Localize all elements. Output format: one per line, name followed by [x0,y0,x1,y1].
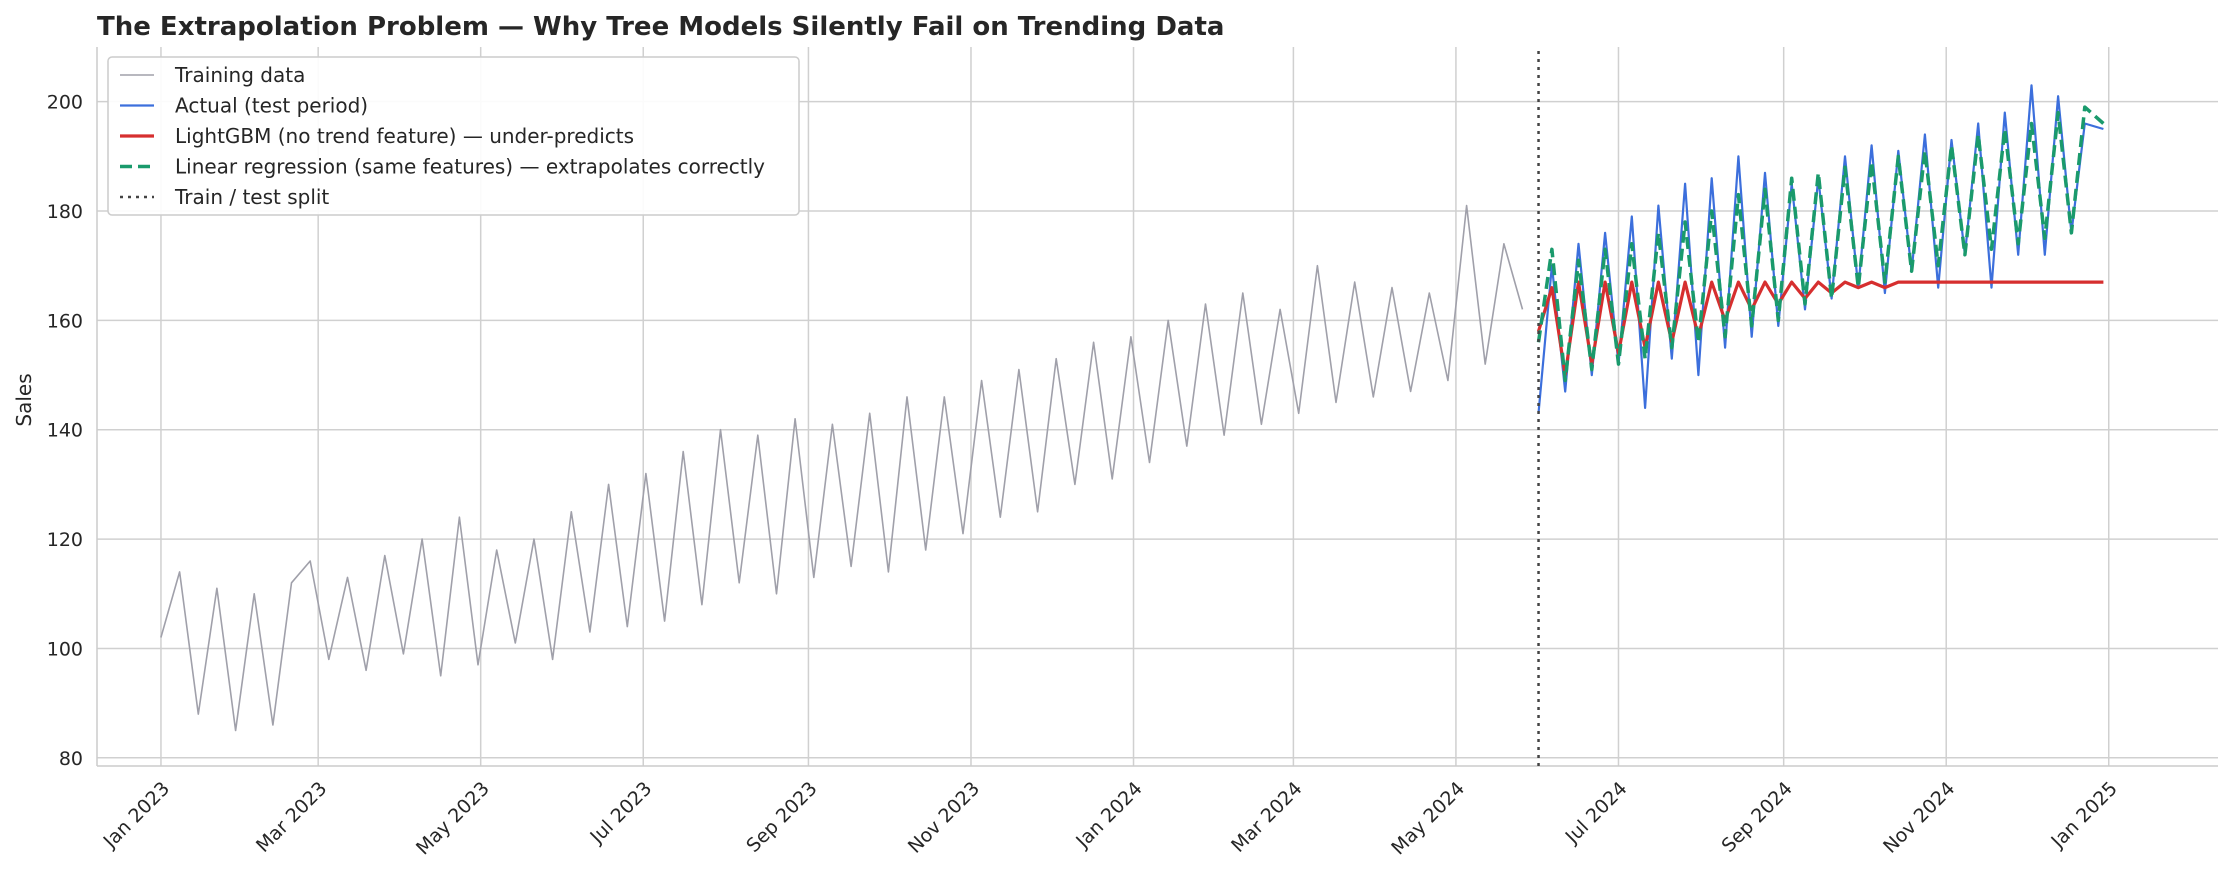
y-tick-label: 120 [47,529,83,551]
series-line-0 [160,204,1524,732]
y-tick-label: 140 [47,420,83,442]
legend-box [107,56,800,216]
legend-label: Training data [174,63,305,87]
legend: Training data Actual (test period) LightGB… [107,56,800,216]
legend-label: LightGBM (no trend feature) — under-pred… [175,124,634,148]
series-line-1 [1537,84,2104,414]
x-tick-label: Mar 2024 [1227,778,1306,857]
y-tick-label: 80 [59,748,83,770]
x-tick-label: Jan 2024 [1071,778,1146,853]
x-tick-label: Jul 2023 [585,778,656,849]
x-tick-label: Jan 2023 [99,778,174,853]
x-tick-label: Jan 2025 [2046,778,2121,853]
x-tick-label: May 2023 [412,778,494,860]
y-tick-label: 160 [47,310,83,332]
legend-label: Linear regression (same features) — extr… [175,155,765,179]
axis-layer [96,47,2218,767]
y-tick-label: 200 [47,92,83,114]
legend-label: Train / test split [174,185,329,209]
legend-label: Actual (test period) [175,94,368,118]
x-tick-label: Nov 2023 [904,778,984,858]
x-tick-label: May 2024 [1387,778,1469,860]
y-tick-label: 100 [47,638,83,660]
chart-title: The Extrapolation Problem — Why Tree Mod… [97,12,1224,42]
y-axis-label: Sales [12,373,36,426]
x-tick-label: Nov 2024 [1879,778,1959,858]
x-tick-label: Sep 2023 [742,778,821,857]
series-layer [160,84,2105,732]
x-tick-label: Jul 2024 [1561,778,1632,849]
y-tick-label: 180 [47,201,83,223]
series-line-3 [1536,105,2105,383]
x-tick-label: Sep 2024 [1717,778,1796,857]
x-tick-label: Mar 2023 [252,778,331,857]
